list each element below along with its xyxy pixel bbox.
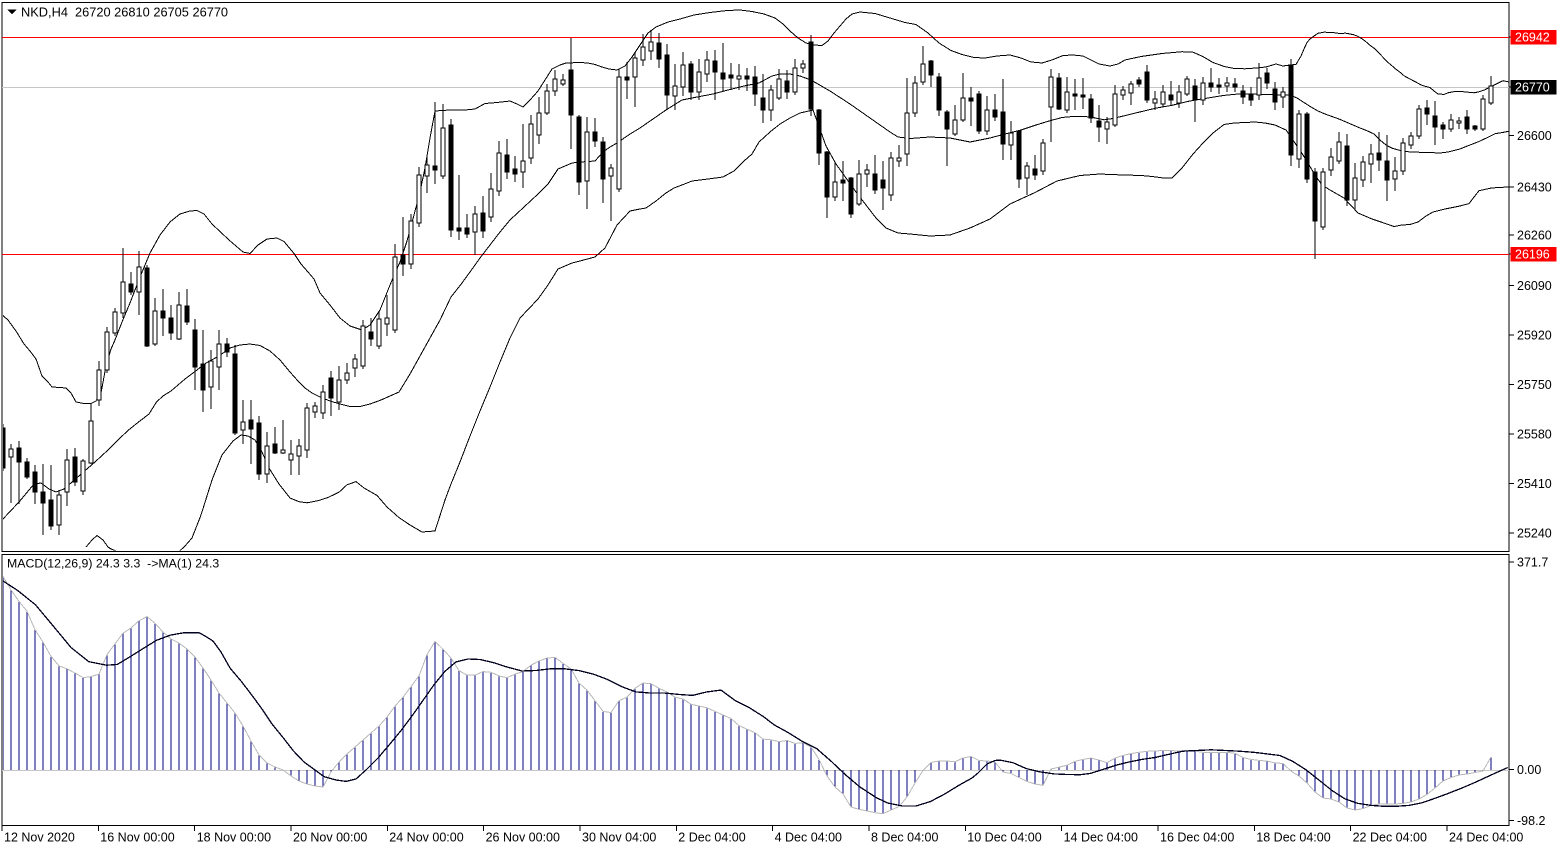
svg-text:30 Nov 04:00: 30 Nov 04:00 — [582, 831, 656, 845]
svg-text:24 Dec 04:00: 24 Dec 04:00 — [1449, 831, 1523, 845]
svg-text:26430: 26430 — [1517, 180, 1552, 194]
svg-text:-98.2: -98.2 — [1517, 814, 1546, 828]
svg-text:22 Dec 04:00: 22 Dec 04:00 — [1353, 831, 1427, 845]
svg-text:18 Dec 04:00: 18 Dec 04:00 — [1256, 831, 1330, 845]
svg-text:25240: 25240 — [1517, 527, 1552, 541]
svg-text:371.7: 371.7 — [1517, 555, 1548, 569]
svg-text:10 Dec 04:00: 10 Dec 04:00 — [967, 831, 1041, 845]
svg-text:26196: 26196 — [1515, 248, 1550, 262]
svg-text:12 Nov 2020: 12 Nov 2020 — [4, 831, 75, 845]
svg-text:26770: 26770 — [1515, 81, 1550, 95]
svg-text:26 Nov 00:00: 26 Nov 00:00 — [486, 831, 560, 845]
svg-text:25750: 25750 — [1517, 378, 1552, 392]
svg-text:26942: 26942 — [1515, 31, 1550, 45]
svg-text:4 Dec 04:00: 4 Dec 04:00 — [775, 831, 842, 845]
svg-text:26260: 26260 — [1517, 229, 1552, 243]
svg-text:26600: 26600 — [1517, 129, 1552, 143]
svg-text:0.00: 0.00 — [1517, 763, 1541, 777]
svg-text:25410: 25410 — [1517, 477, 1552, 491]
svg-text:18 Nov 00:00: 18 Nov 00:00 — [197, 831, 271, 845]
svg-text:25920: 25920 — [1517, 329, 1552, 343]
svg-text:26090: 26090 — [1517, 279, 1552, 293]
svg-text:NKD,H4 26720 26810 26705 2677: NKD,H4 26720 26810 26705 26770 — [21, 5, 228, 20]
svg-text:16 Nov 00:00: 16 Nov 00:00 — [100, 831, 174, 845]
svg-text:20 Nov 00:00: 20 Nov 00:00 — [293, 831, 367, 845]
svg-text:25580: 25580 — [1517, 428, 1552, 442]
svg-text:2 Dec 04:00: 2 Dec 04:00 — [678, 831, 745, 845]
svg-text:24 Nov 00:00: 24 Nov 00:00 — [389, 831, 463, 845]
svg-text:MACD(12,26,9) 24.3 3.3 ->MA(1: MACD(12,26,9) 24.3 3.3 ->MA(1) 24.3 — [7, 557, 219, 571]
svg-text:16 Dec 04:00: 16 Dec 04:00 — [1160, 831, 1234, 845]
svg-text:14 Dec 04:00: 14 Dec 04:00 — [1064, 831, 1138, 845]
svg-text:8 Dec 04:00: 8 Dec 04:00 — [871, 831, 938, 845]
